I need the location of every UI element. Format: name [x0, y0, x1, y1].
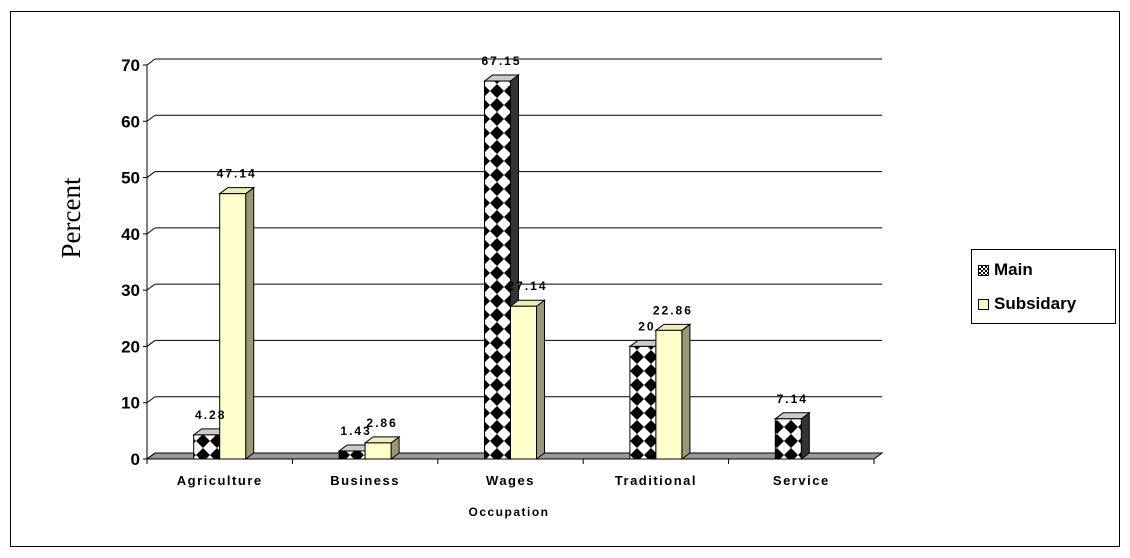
- x-axis-title: Occupation: [468, 505, 549, 519]
- legend-item-subsidary: Subsidary: [978, 294, 1076, 314]
- bar-main-side: [800, 411, 810, 460]
- x-tick-label: Traditional: [615, 473, 697, 488]
- legend-label-main: Main: [994, 260, 1033, 279]
- y-tick-label: 10: [121, 394, 140, 413]
- data-label-subsidary: 2.86: [366, 416, 397, 430]
- data-label-main: 20: [638, 319, 655, 333]
- y-tick-label: 40: [121, 225, 140, 244]
- x-tick-label: Wages: [486, 473, 535, 488]
- bar-main: [484, 80, 511, 460]
- bar-subsidary: [364, 442, 392, 460]
- legend-item-main: Main: [978, 260, 1033, 280]
- data-label-main: 1.43: [340, 424, 371, 438]
- bar-subsidary-side: [536, 299, 545, 460]
- data-label-main: 67.15: [481, 54, 521, 68]
- legend: Main Subsidary: [971, 249, 1116, 324]
- x-tick-label: Business: [330, 473, 400, 488]
- y-tick-diagonal: [146, 340, 156, 347]
- y-tick-diagonal: [146, 58, 156, 66]
- y-tick-label: 50: [121, 169, 140, 188]
- x-tick-label: Agriculture: [177, 473, 263, 488]
- y-tick-label: 20: [121, 337, 140, 356]
- legend-swatch-main: [978, 264, 989, 276]
- bar-main: [193, 434, 221, 460]
- data-label-subsidary: 27.14: [507, 279, 547, 293]
- y-tick-diagonal: [146, 171, 156, 178]
- bar-main: [774, 418, 802, 460]
- data-label-subsidary: 47.14: [217, 167, 257, 181]
- y-tick-diagonal: [146, 283, 156, 291]
- bar-subsidary-side: [681, 323, 691, 460]
- data-label-main: 4.28: [195, 408, 226, 422]
- legend-swatch-subsidary: [978, 298, 989, 310]
- legend-label-subsidary: Subsidary: [994, 294, 1077, 313]
- y-tick-diagonal: [146, 396, 156, 404]
- y-tick-label: 70: [121, 56, 140, 75]
- bar-subsidary: [655, 329, 683, 460]
- y-tick-diagonal: [146, 227, 156, 235]
- x-tick-label: Service: [773, 473, 830, 488]
- data-label-subsidary: 22.86: [653, 303, 693, 317]
- y-tick-label: 30: [121, 281, 140, 300]
- bar-subsidary: [219, 193, 247, 460]
- y-tick-diagonal: [146, 452, 156, 460]
- bar-main: [629, 345, 657, 460]
- y-tick-label: 0: [131, 450, 140, 469]
- y-axis-title: Percent: [56, 177, 86, 258]
- y-tick-label: 60: [121, 112, 140, 131]
- bar-main: [338, 450, 366, 460]
- bar-subsidary: [510, 305, 537, 460]
- bar-subsidary-side: [245, 186, 255, 460]
- y-tick-diagonal: [146, 114, 156, 122]
- data-label-main: 7.14: [777, 392, 808, 406]
